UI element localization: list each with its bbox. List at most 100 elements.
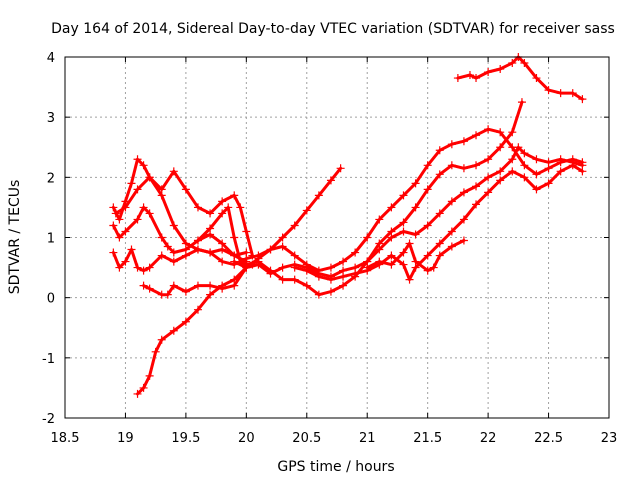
data-point — [508, 128, 517, 137]
data-point — [169, 326, 178, 335]
data-point — [326, 176, 335, 185]
data-point — [133, 215, 142, 224]
data-point — [151, 347, 160, 356]
y-tick-label: 4 — [47, 51, 55, 66]
data-point — [423, 161, 432, 170]
x-tick-label: 20 — [238, 431, 255, 446]
data-point — [363, 263, 372, 272]
data-point — [139, 266, 148, 275]
x-tick-label: 22.5 — [534, 431, 563, 446]
data-point — [145, 209, 154, 218]
data-point — [578, 167, 587, 176]
data-point — [242, 263, 251, 272]
data-point — [266, 269, 275, 278]
data-point — [508, 167, 517, 176]
data-point — [556, 155, 565, 164]
data-point — [435, 239, 444, 248]
data-point — [121, 227, 130, 236]
data-point — [363, 233, 372, 242]
data-point — [218, 245, 227, 254]
data-point — [387, 233, 396, 242]
data-point — [193, 245, 202, 254]
data-point — [266, 245, 275, 254]
data-point — [339, 272, 348, 281]
data-point — [326, 263, 335, 272]
series-layer — [109, 53, 587, 398]
data-point — [206, 224, 215, 233]
data-point — [405, 239, 414, 248]
y-tick-label: 1 — [47, 232, 55, 247]
data-point — [568, 161, 577, 170]
data-point — [375, 245, 384, 254]
data-point — [139, 203, 148, 212]
data-point — [387, 251, 396, 260]
x-tick-label: 22 — [480, 431, 497, 446]
series-line — [238, 127, 584, 273]
data-point — [230, 191, 239, 200]
data-point — [109, 248, 118, 257]
data-point — [278, 263, 287, 272]
data-point — [423, 266, 432, 275]
data-point — [532, 170, 541, 179]
data-point — [109, 203, 118, 212]
data-point — [399, 227, 408, 236]
data-point — [290, 221, 299, 230]
data-point — [218, 257, 227, 266]
series-track-8 — [236, 125, 587, 275]
data-point — [411, 257, 420, 266]
y-tick-label: -1 — [42, 352, 55, 367]
data-point — [399, 248, 408, 257]
data-point — [514, 143, 523, 152]
data-point — [218, 209, 227, 218]
data-point — [484, 155, 493, 164]
data-point — [459, 188, 468, 197]
data-point — [532, 74, 541, 83]
data-point — [206, 281, 215, 290]
data-point — [568, 89, 577, 98]
data-point — [224, 203, 233, 212]
data-point — [484, 173, 493, 182]
y-axis-label: SDTVAR / TECUs — [7, 180, 23, 295]
data-point — [532, 185, 541, 194]
data-point — [242, 254, 251, 263]
data-point — [459, 137, 468, 146]
data-point — [278, 233, 287, 242]
data-point — [435, 146, 444, 155]
data-point — [496, 128, 505, 137]
x-tick-label: 21.5 — [413, 431, 442, 446]
data-point — [230, 275, 239, 284]
x-tick-label: 18.5 — [51, 431, 80, 446]
data-point — [544, 158, 553, 167]
data-point — [242, 227, 251, 236]
data-point — [290, 275, 299, 284]
data-point — [111, 209, 120, 218]
x-axis-label: GPS time / hours — [277, 459, 394, 475]
data-point — [399, 260, 408, 269]
data-point — [115, 215, 124, 224]
data-point — [351, 269, 360, 278]
data-point — [145, 263, 154, 272]
data-point — [556, 167, 565, 176]
data-point — [520, 59, 529, 68]
data-point — [375, 215, 384, 224]
data-point — [236, 203, 245, 212]
data-point — [496, 65, 505, 74]
data-point — [230, 257, 239, 266]
data-point — [193, 236, 202, 245]
series-track-6 — [133, 164, 345, 398]
data-point — [435, 251, 444, 260]
data-point — [544, 179, 553, 188]
data-point — [145, 173, 154, 182]
data-point — [157, 335, 166, 344]
y-tick-label: -2 — [42, 412, 55, 427]
data-point — [465, 71, 474, 80]
data-point — [520, 149, 529, 158]
data-point — [145, 284, 154, 293]
data-point — [578, 95, 587, 104]
data-point — [496, 167, 505, 176]
data-point — [193, 305, 202, 314]
data-point — [302, 206, 311, 215]
data-point — [556, 89, 565, 98]
y-tick-label: 3 — [47, 111, 55, 126]
